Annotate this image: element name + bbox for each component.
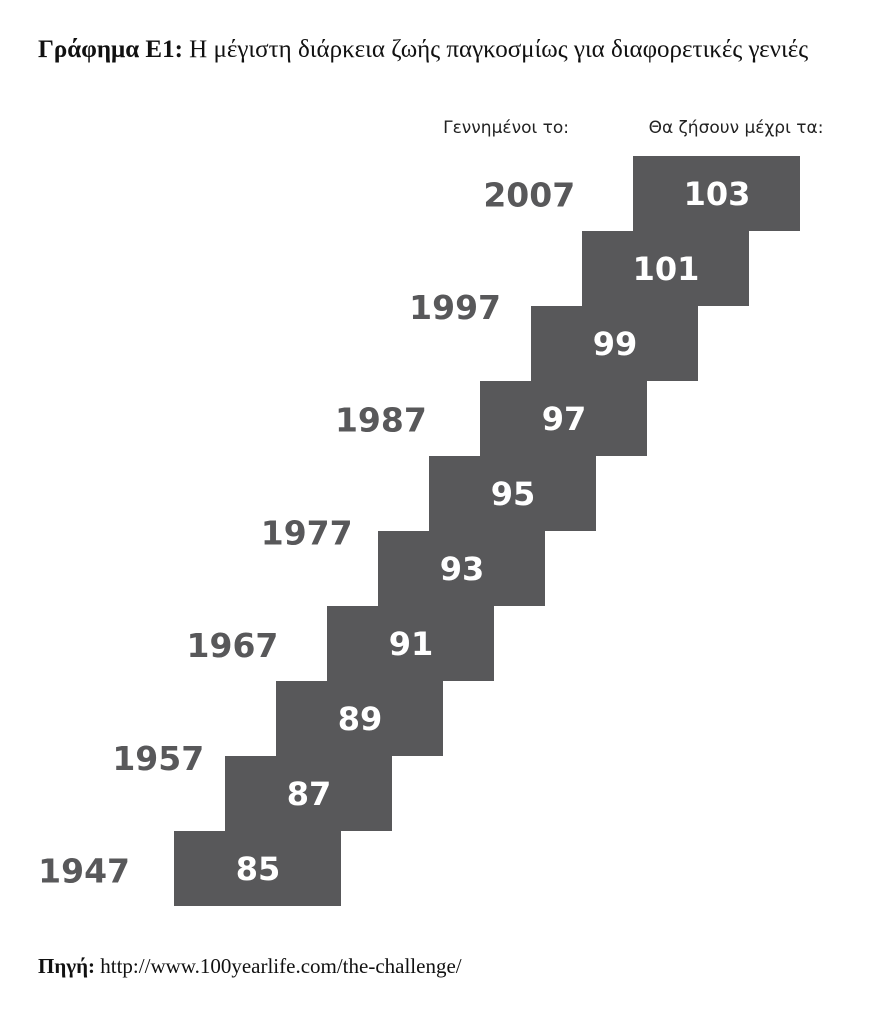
age-box — [378, 531, 545, 606]
year-label: 2007 — [483, 175, 575, 214]
age-label: 85 — [236, 850, 281, 888]
age-label: 101 — [633, 250, 700, 288]
year-label: 1957 — [112, 739, 204, 778]
age-box — [480, 381, 647, 456]
source-label: Πηγή: — [38, 954, 96, 978]
title-label: Γράφημα Ε1: — [38, 36, 183, 63]
title-text: Η μέγιστη διάρκεια ζωής παγκοσμίως για δ… — [189, 36, 809, 63]
diagram: Γεννημένοι το: Θα ζήσουν μέχρι τα: 85878… — [38, 118, 824, 906]
year-label: 1987 — [335, 401, 427, 440]
title: Γράφημα Ε1: Η μέγιστη διάρκεια ζωής παγκ… — [38, 34, 858, 66]
age-box — [429, 456, 596, 531]
year-label: 1947 — [38, 852, 130, 891]
age-label: 93 — [440, 550, 485, 588]
age-box — [327, 606, 494, 681]
age-box — [276, 681, 443, 756]
age-box — [582, 231, 749, 306]
header-born: Γεννημένοι το: — [443, 118, 569, 138]
age-box — [225, 756, 392, 831]
source-url: http://www.100yearlife.com/the-challenge… — [100, 954, 462, 978]
age-label: 89 — [338, 700, 383, 738]
age-box — [531, 306, 698, 381]
year-label: 1967 — [187, 626, 279, 665]
age-label: 95 — [491, 475, 536, 513]
age-box — [174, 831, 341, 906]
year-label: 1997 — [409, 288, 501, 327]
age-box — [633, 156, 800, 231]
header-lives-until: Θα ζήσουν μέχρι τα: — [649, 118, 824, 138]
age-label: 97 — [542, 400, 587, 438]
age-label: 103 — [684, 175, 751, 213]
age-label: 87 — [287, 775, 332, 813]
year-label: 1977 — [261, 513, 353, 552]
source: Πηγή: http://www.100yearlife.com/the-cha… — [38, 954, 462, 979]
age-label: 91 — [389, 625, 434, 663]
age-label: 99 — [593, 325, 638, 363]
